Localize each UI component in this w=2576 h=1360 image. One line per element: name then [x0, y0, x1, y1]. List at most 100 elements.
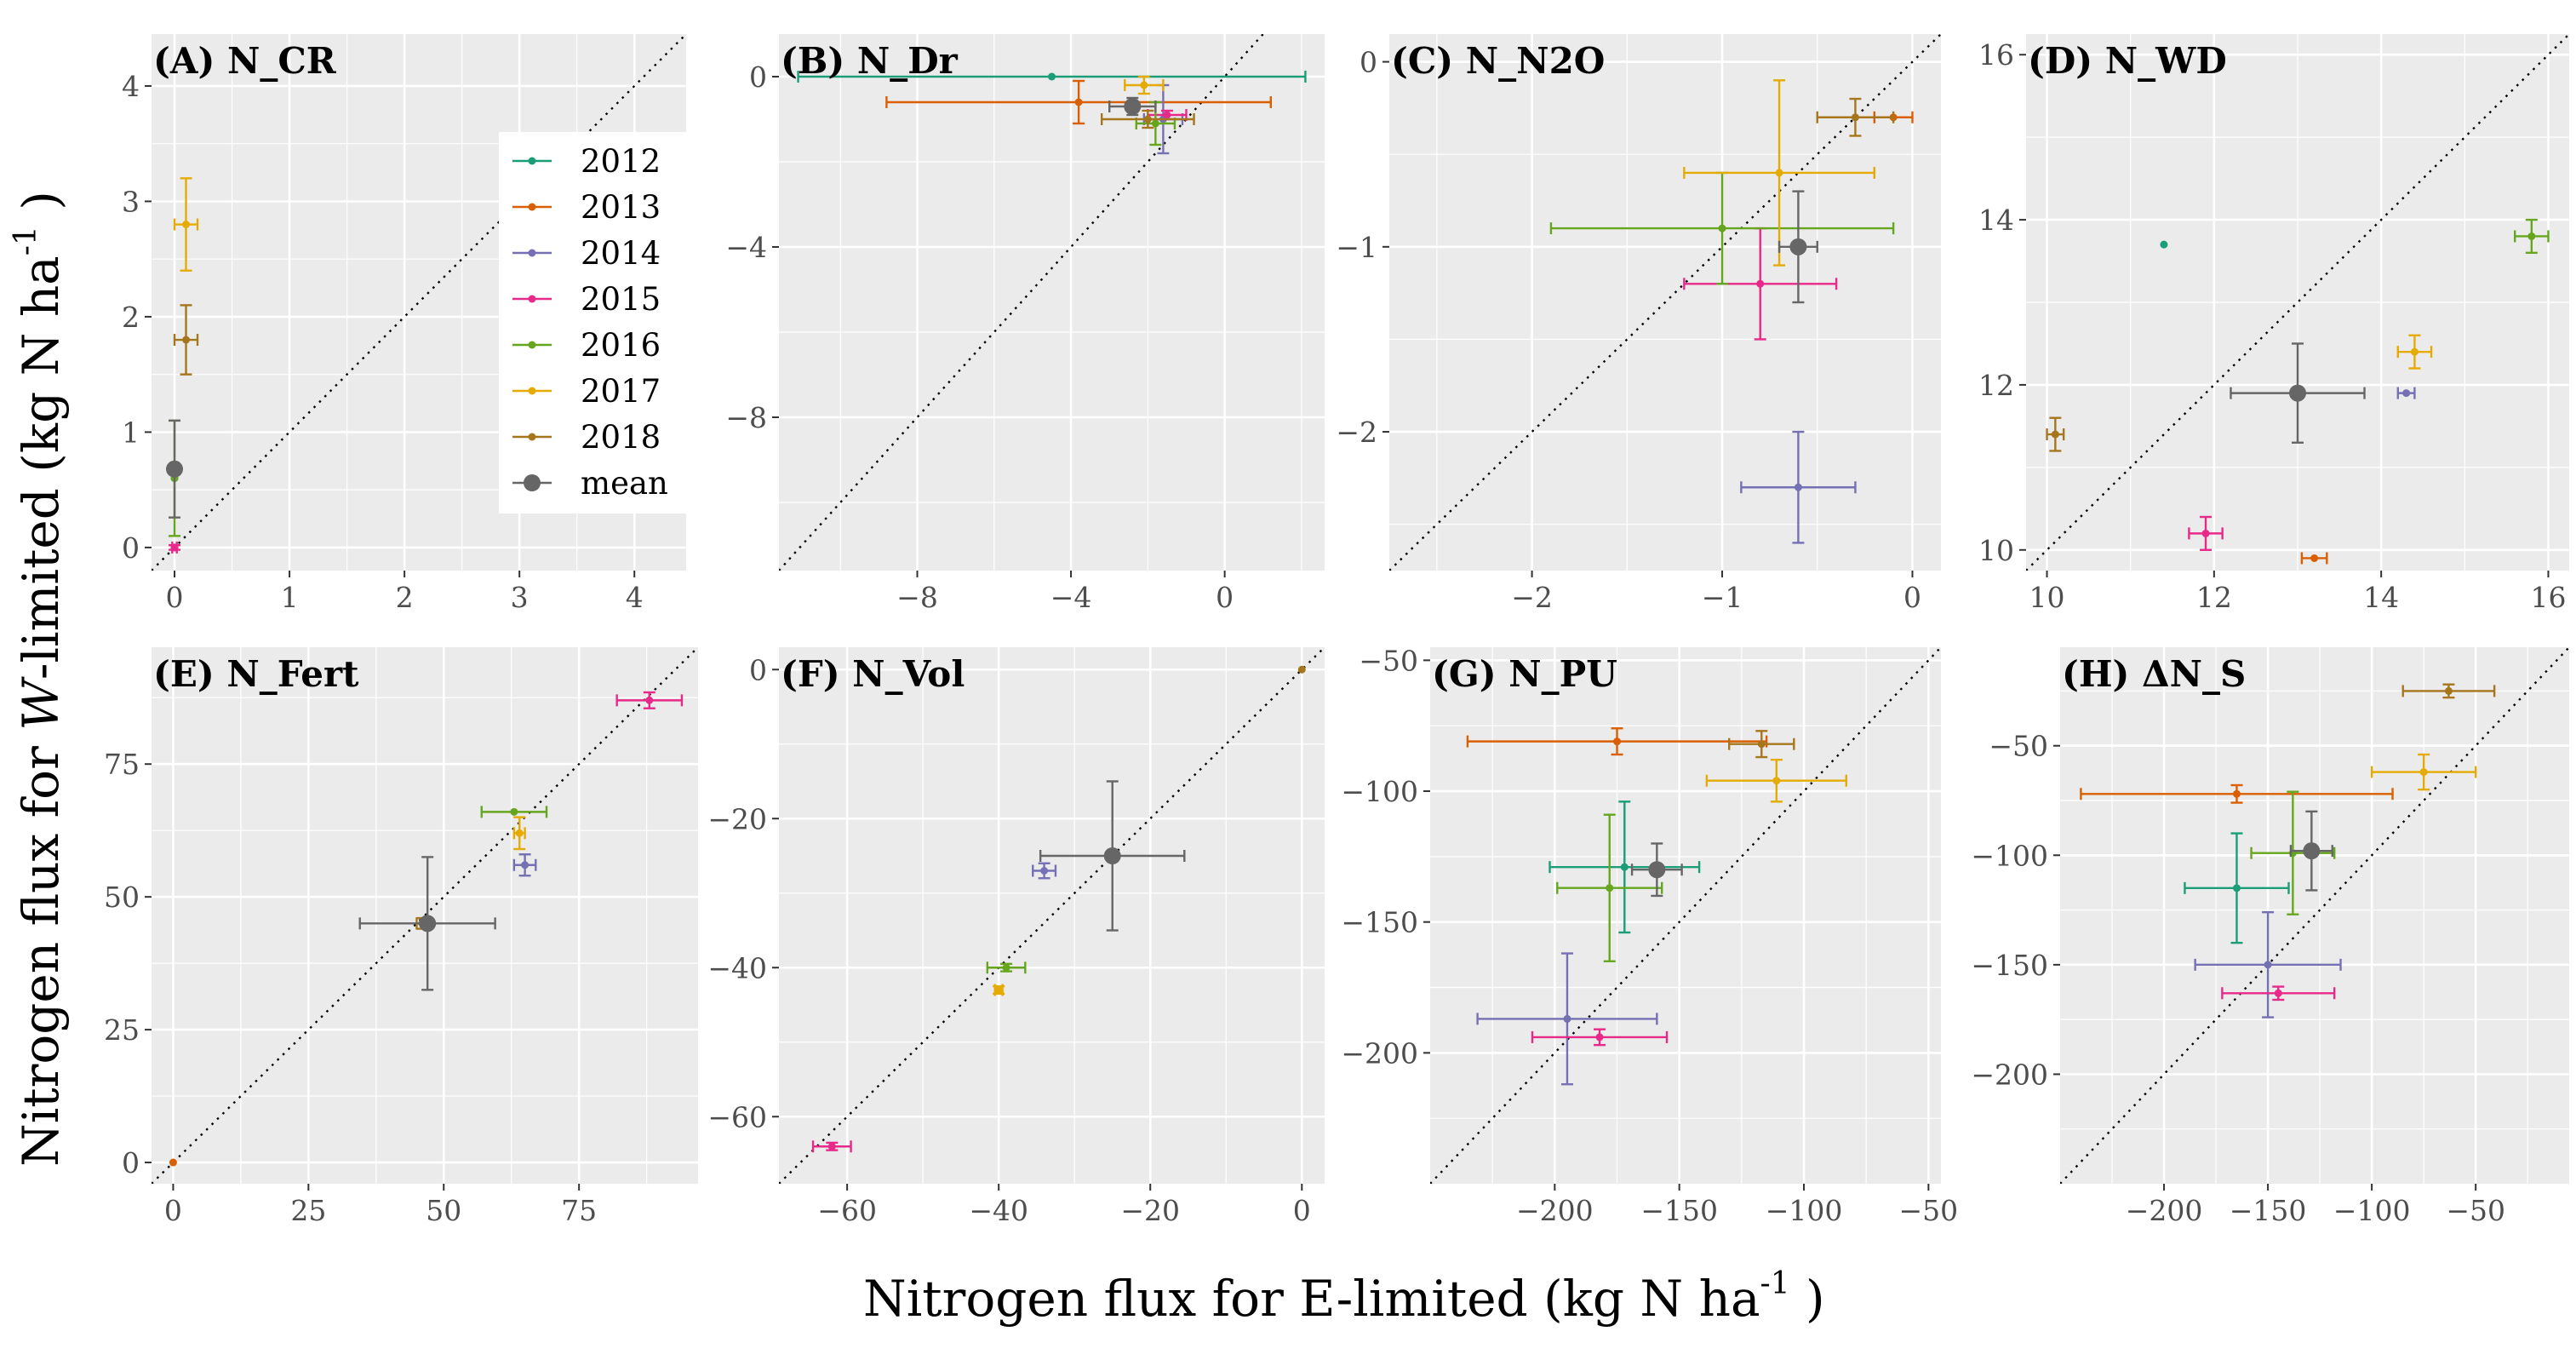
y-tick-label: −2	[1336, 416, 1377, 449]
data-point-2016	[2513, 218, 2550, 255]
x-tick-label: 2	[396, 581, 414, 614]
y-tick-label: −1	[1336, 231, 1377, 264]
panel-title: (D) N_WD	[2028, 40, 2227, 82]
mean-marker	[2303, 842, 2321, 860]
data-point-mean	[166, 419, 184, 519]
panel-title: (A) N_CR	[153, 40, 337, 82]
y-tick-label: 12	[1978, 369, 2014, 402]
x-tick-label: 75	[561, 1194, 597, 1227]
point-marker	[2527, 232, 2536, 240]
point-marker	[2274, 989, 2282, 997]
data-point-2016	[1556, 813, 1663, 962]
y-tick-label: 0	[1360, 46, 1377, 79]
y-tick-label: 1	[122, 416, 140, 449]
mean-marker	[1103, 847, 1121, 864]
data-point-mean	[1108, 96, 1157, 117]
point-marker	[510, 807, 518, 816]
point-marker	[2201, 529, 2210, 537]
data-point-2013	[885, 79, 1273, 125]
y-tick-label: −150	[1971, 949, 2048, 982]
point-marker	[1002, 963, 1010, 972]
data-point-2012	[797, 71, 1307, 83]
x-tick-label: 0	[1216, 581, 1234, 614]
mean-marker	[2289, 384, 2306, 402]
panel-title: (E) N_Fert	[153, 653, 359, 695]
mean-marker	[1648, 861, 1666, 879]
data-point-2016	[1135, 100, 1176, 146]
panel-8: −200 −150 −100 −50 −50 −100 −150 −200 (H) ΔN_S	[1971, 647, 2569, 1227]
x-tick-label: 16	[2530, 581, 2566, 614]
y-tick-label: −100	[1971, 839, 2048, 872]
data-point-2013	[1466, 727, 1768, 756]
legend-key-marker	[528, 249, 536, 257]
y-tick-label: 0	[749, 653, 767, 686]
data-point-mean	[1777, 190, 1818, 304]
x-tick-label: 0	[1903, 581, 1921, 614]
data-point-2017	[512, 816, 526, 851]
y-tick-label: 2	[122, 301, 140, 334]
data-point-2015	[169, 541, 181, 554]
panel-title: (B) N_Dr	[781, 40, 959, 82]
legend-key-marker	[528, 433, 536, 441]
legend-label: 2015	[581, 281, 661, 318]
point-marker	[2160, 240, 2168, 249]
one-to-one-line	[2026, 34, 2569, 571]
y-tick-label: −60	[707, 1100, 767, 1133]
data-point-mean	[2230, 342, 2366, 444]
y-tick-label: −40	[707, 951, 767, 984]
y-tick-label: −150	[1341, 906, 1418, 939]
data-point-2018	[1816, 97, 1895, 137]
point-marker	[1143, 115, 1152, 123]
y-tick-label: 14	[1978, 204, 2014, 237]
x-tick-label: −40	[969, 1194, 1028, 1227]
panel-title: (H) ΔN_S	[2062, 653, 2246, 695]
point-marker	[2410, 347, 2419, 356]
point-marker	[1563, 1014, 1571, 1023]
data-point-2012	[2184, 832, 2290, 944]
y-tick-label: −50	[1989, 730, 2048, 763]
legend-key-marker	[528, 203, 536, 211]
data-point-2013	[169, 1158, 177, 1167]
x-tick-label: 50	[426, 1194, 461, 1227]
data-point-2015	[1531, 1028, 1669, 1047]
point-marker	[1595, 1033, 1604, 1042]
data-point-2017	[2396, 334, 2433, 370]
point-marker	[2444, 686, 2453, 695]
x-tick-label: 25	[290, 1194, 326, 1227]
point-marker	[827, 1142, 836, 1151]
data-point-2014	[1740, 430, 1857, 544]
x-tick-label: 14	[2363, 581, 2399, 614]
mean-marker	[1124, 98, 1142, 115]
data-point-mean	[2289, 810, 2333, 892]
data-point-2015	[615, 691, 684, 709]
point-marker	[521, 861, 530, 869]
y-tick-label: −4	[725, 231, 767, 264]
data-point-mean	[1039, 780, 1186, 932]
x-tick-label: −20	[1120, 1194, 1180, 1227]
point-marker	[1775, 169, 1783, 177]
data-point-2018	[1297, 665, 1306, 674]
data-point-2013	[2300, 552, 2328, 565]
point-marker	[1048, 72, 1056, 81]
one-to-one-line	[779, 34, 1264, 571]
y-tick-label: 16	[1978, 38, 2014, 72]
data-point-2012	[2160, 240, 2168, 249]
x-tick-label: −100	[1766, 1194, 1843, 1227]
x-tick-label: 0	[164, 1194, 182, 1227]
mean-marker	[419, 915, 437, 932]
x-tick-label: 0	[1293, 1194, 1311, 1227]
x-tick-label: 12	[2196, 581, 2232, 614]
point-marker	[2310, 554, 2319, 562]
x-tick-label: 4	[626, 581, 644, 614]
y-tick-label: −200	[1971, 1058, 2048, 1091]
point-marker	[2419, 768, 2428, 777]
data-point-2014	[512, 853, 537, 877]
panel-title: (F) N_Vol	[781, 653, 965, 695]
point-marker	[1620, 863, 1629, 871]
data-point-2015	[2221, 985, 2336, 1001]
legend-label: 2012	[581, 143, 661, 180]
y-tick-label: 10	[1978, 534, 2014, 567]
